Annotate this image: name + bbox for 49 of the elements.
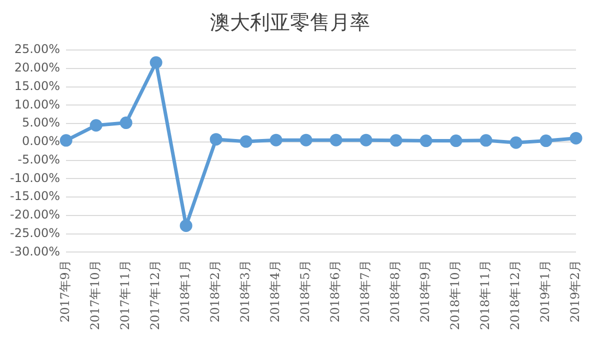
y-tick-label: 0.00%: [22, 134, 60, 148]
point: [510, 136, 522, 149]
point: [390, 134, 402, 147]
x-tick-label: 2018年2月: [208, 260, 222, 322]
y-tick-label: 15.00%: [14, 78, 60, 93]
point: [330, 134, 342, 146]
x-tick-label: 2018年10月: [448, 260, 462, 330]
chart-title: 澳大利亚零售月率: [210, 10, 370, 34]
x-tick-label: 2018年11月: [478, 260, 492, 330]
point: [450, 134, 462, 148]
y-tick-label: -15.00%: [10, 189, 60, 204]
x-tick-label: 2017年11月: [118, 260, 132, 330]
point: [480, 134, 492, 147]
x-tick-label: 2018年8月: [388, 260, 402, 322]
x-tick-label: 2018年1月: [178, 260, 192, 322]
point: [150, 56, 162, 69]
x-tick-label: 2017年12月: [148, 260, 162, 330]
y-tick-label: 10.00%: [14, 97, 60, 112]
point: [570, 132, 582, 144]
point: [360, 134, 372, 146]
x-tick-label: 2017年9月: [58, 260, 72, 322]
point: [60, 134, 72, 147]
y-tick-label: -10.00%: [10, 170, 60, 185]
x-tick-label: 2018年3月: [238, 260, 252, 322]
y-tick-label: 20.00%: [14, 60, 60, 75]
point: [210, 133, 222, 146]
y-tick-label: 5.00%: [22, 116, 60, 130]
x-tick-label: 2018年6月: [328, 260, 342, 322]
x-tick-label: 2019年2月: [568, 260, 582, 322]
y-tick-label: -25.00%: [10, 226, 60, 240]
x-tick-label: 2017年10月: [88, 260, 102, 330]
y-tick-label: -5.00%: [18, 152, 60, 166]
x-tick-label: 2018年5月: [298, 260, 312, 322]
y-tick-label: -30.00%: [10, 244, 60, 258]
point: [270, 134, 282, 146]
point: [420, 134, 432, 148]
y-tick-label: 25.00%: [14, 42, 60, 56]
x-tick-label: 2018年4月: [268, 260, 282, 322]
x-tick-label: 2018年9月: [418, 260, 432, 322]
point: [120, 116, 132, 130]
x-tick-label: 2018年12月: [508, 260, 522, 330]
point: [90, 119, 102, 132]
point: [180, 219, 192, 232]
y-tick-label: -20.00%: [10, 208, 60, 222]
point: [240, 135, 252, 148]
x-tick-label: 2019年1月: [538, 260, 552, 322]
point: [300, 134, 312, 146]
point: [540, 134, 552, 148]
x-tick-label: 2018年7月: [358, 260, 372, 322]
